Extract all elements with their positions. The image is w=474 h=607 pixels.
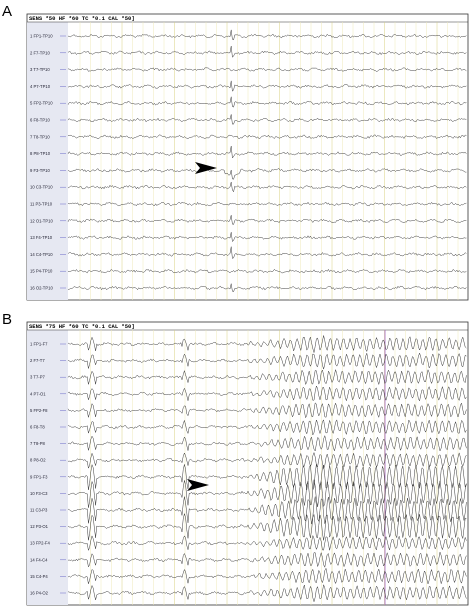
channel-label: 6 F8-T8: [30, 425, 45, 430]
arrowhead: [187, 479, 209, 491]
channel-label: 3 T7-P7: [30, 375, 45, 380]
eeg-trace: [67, 201, 467, 207]
eeg-trace: [67, 512, 467, 541]
channel-label: 2 F7-T7: [30, 358, 45, 363]
eeg-trace: [67, 114, 467, 125]
channel-label: 14 F4-C4: [30, 557, 48, 562]
eeg-trace: [67, 145, 467, 159]
channel-label: 9 FP1-F3: [30, 474, 48, 479]
channel-label: 8 P8-O2: [30, 458, 46, 463]
panel-frame: [26, 13, 469, 301]
eeg-trace: [67, 96, 467, 108]
channel-label: 11 C3-P3: [30, 508, 48, 513]
channel-label: 5 FP2-TP10: [30, 101, 53, 106]
channel-label: 4 P7-O1: [30, 391, 46, 396]
channel-label: 16 P4-O2: [30, 591, 49, 596]
eeg-trace: [67, 67, 467, 72]
channel-label: 7 T8-TP10: [30, 134, 50, 139]
channel-label: 2 F7-TP10: [30, 50, 50, 55]
channel-label: 10 C3-TP10: [30, 185, 53, 190]
channel-label: 13 F4-TP10: [30, 235, 53, 240]
channel-label: 9 F3-TP10: [30, 168, 50, 173]
eeg-trace: [67, 496, 467, 525]
panel-label: B: [2, 311, 12, 328]
channel-label: 1 FP1-F7: [30, 342, 48, 347]
channel-label: 10 F3-C3: [30, 491, 48, 496]
channel-label: 16 O2-TP10: [30, 286, 53, 291]
eeg-trace: [67, 283, 467, 292]
eeg-trace: [67, 385, 467, 402]
eeg-trace: [67, 80, 467, 92]
channel-label: 1 FP1-TP10: [30, 34, 53, 39]
channel-label: 12 O1-TP10: [30, 218, 53, 223]
eeg-trace: [67, 215, 467, 225]
header-text: SENS *75 HF *60 TC *0.1 CAL *50]: [29, 323, 135, 330]
channel-label: 5 FP2-F8: [30, 408, 48, 413]
eeg-trace: [67, 402, 467, 419]
eeg-trace: [67, 534, 467, 552]
channel-label: 4 P7-TP10: [30, 84, 51, 89]
eeg-trace: [67, 168, 467, 180]
channel-label: 6 F8-TP10: [30, 118, 50, 123]
eeg-trace: [67, 583, 467, 603]
channel-label: 11 P3-TP10: [30, 202, 53, 207]
label-column: [27, 330, 68, 605]
eeg-trace: [67, 368, 467, 386]
channel-label: 15 P4-TP10: [30, 269, 53, 274]
eeg-trace: [67, 451, 467, 470]
eeg-trace: [67, 45, 467, 58]
eeg-trace: [67, 479, 467, 508]
eeg-trace: [67, 352, 467, 370]
channel-label: 13 FP2-F4: [30, 541, 50, 546]
eeg-trace: [67, 335, 467, 353]
channel-label: 8 P8-TP10: [30, 151, 51, 156]
eeg-trace: [67, 567, 467, 585]
eeg-trace: [67, 551, 467, 568]
panel-frame: [26, 321, 469, 606]
eeg-trace: [67, 434, 467, 452]
label-column: [27, 22, 68, 300]
eeg-trace: [67, 246, 467, 259]
header-text: SENS *50 HF *60 TC *0.1 CAL *50]: [29, 15, 135, 22]
eeg-trace: [67, 181, 467, 193]
channel-label: 7 T8-P8: [30, 441, 45, 446]
eeg-trace: [68, 134, 467, 139]
channel-label: 12 P3-O1: [30, 524, 49, 529]
eeg-trace: [67, 232, 467, 242]
channel-label: 15 C4-P4: [30, 574, 48, 579]
eeg-trace: [67, 268, 467, 274]
channel-label: 14 C4-TP10: [30, 252, 53, 257]
arrowhead: [195, 162, 217, 174]
eeg-trace: [67, 419, 467, 436]
panel-label: A: [2, 3, 12, 20]
eeg-trace: [67, 29, 467, 41]
channel-label: 3 T7-TP10: [30, 67, 50, 72]
